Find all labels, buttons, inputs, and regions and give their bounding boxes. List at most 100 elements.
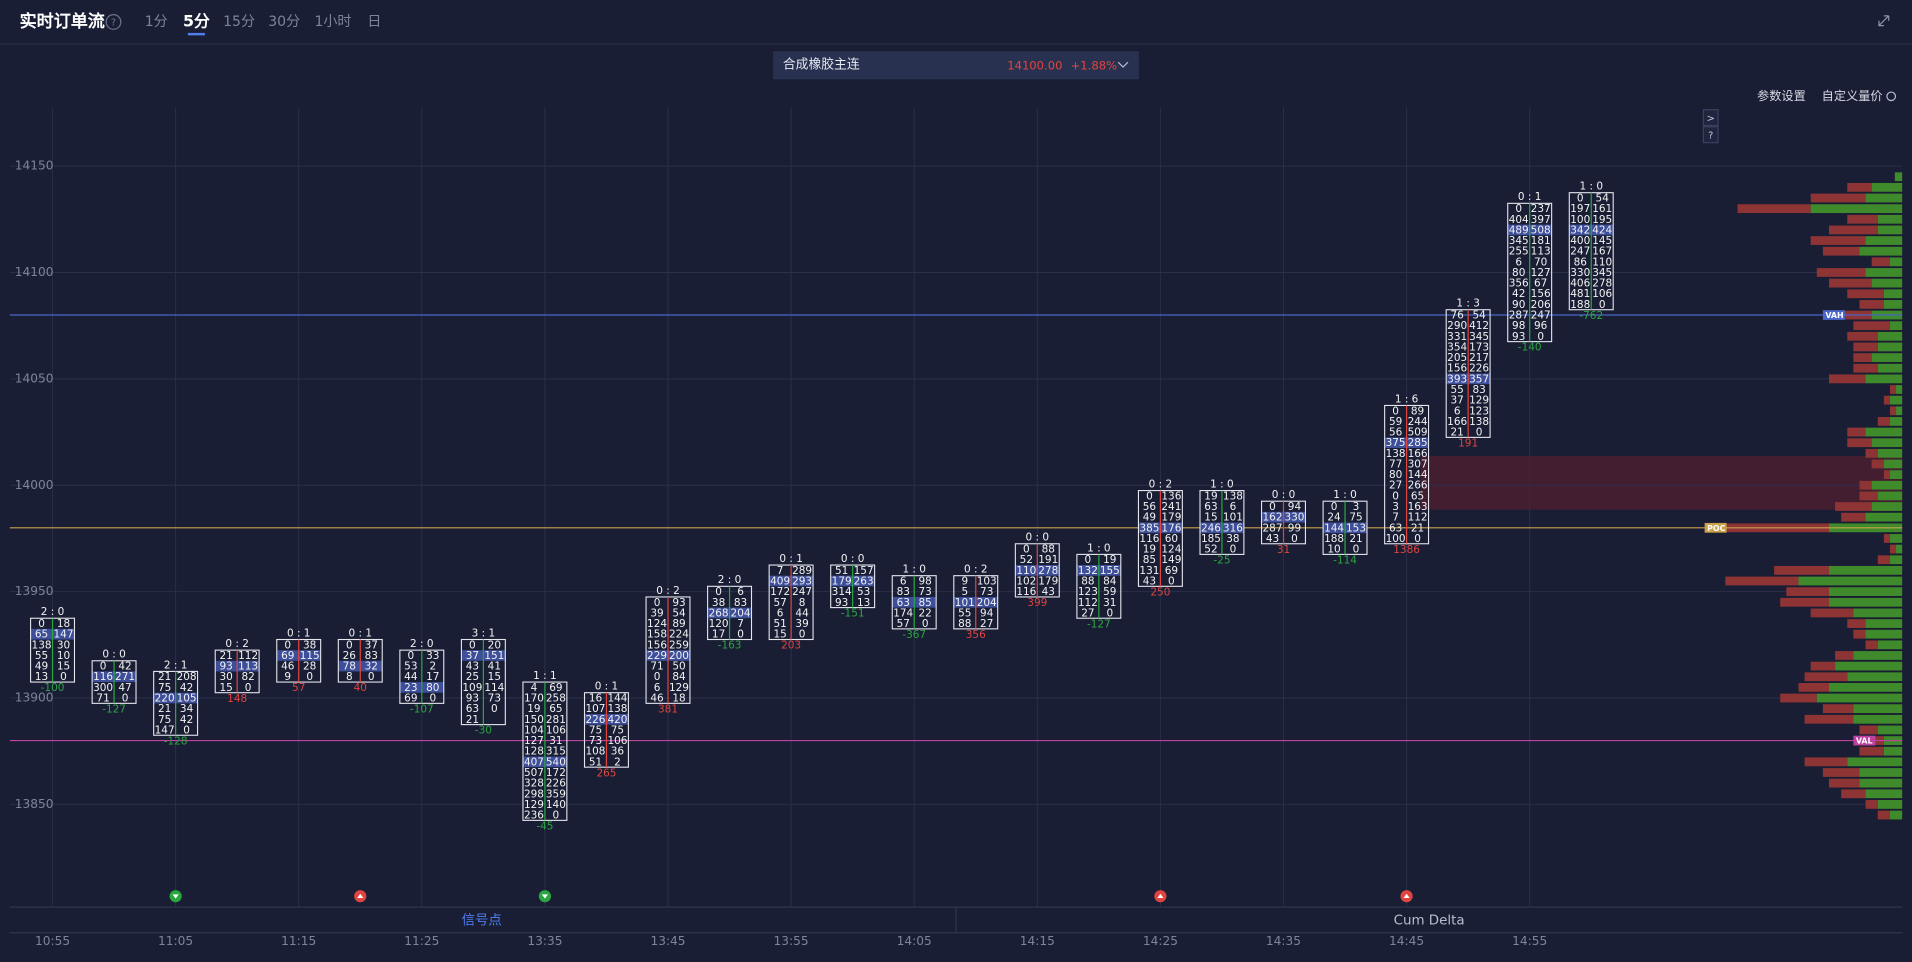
timeframe-tab[interactable]: 1小时 <box>314 14 351 30</box>
profile-sell-bar <box>1859 746 1884 756</box>
chart-layer: 1385013900139501400014050141001415010:55… <box>15 159 1548 948</box>
profile-sell-bar <box>1859 725 1878 735</box>
candle-header: 1 : 0 <box>1210 478 1234 490</box>
side-button-label[interactable]: ? <box>1708 130 1713 141</box>
dropdown-chevron[interactable] <box>1117 61 1129 68</box>
help-mark[interactable]: ? <box>111 18 116 29</box>
bid-volume: 15 <box>220 682 233 694</box>
ask-volume: 144 <box>1408 469 1428 481</box>
collapse-icon[interactable] <box>1878 15 1890 27</box>
help-icon[interactable] <box>105 14 122 30</box>
timeframe-tab[interactable]: 1分 <box>145 14 168 30</box>
candle-header: 3 : 1 <box>472 627 496 639</box>
bid-volume: 46 <box>281 661 294 673</box>
bid-volume: 57 <box>773 597 786 609</box>
candle-header: 0 : 1 <box>349 627 373 639</box>
candle-header: 0 : 0 <box>841 553 865 565</box>
ask-volume: 2 <box>614 756 621 768</box>
ask-volume: 41 <box>488 661 501 673</box>
bid-volume: 147 <box>155 724 175 736</box>
panel-tab[interactable]: 信号点 <box>462 913 502 929</box>
bid-volume: 76 <box>1451 310 1464 322</box>
bid-volume: 229 <box>647 650 667 662</box>
candle-header: 1 : 0 <box>1087 542 1111 554</box>
timeframe-tab[interactable]: 15分 <box>223 14 255 30</box>
bid-volume: 255 <box>1509 246 1529 258</box>
profile-buy-bar <box>1859 778 1903 788</box>
candle-delta: -30 <box>475 725 492 737</box>
profile-sell-bar <box>1780 597 1829 607</box>
bid-volume: 5 <box>961 586 968 598</box>
profile-sell-bar <box>1828 225 1878 235</box>
ask-volume: 83 <box>1472 384 1485 396</box>
info-icon[interactable] <box>1886 91 1897 102</box>
ask-volume: 27 <box>980 618 993 630</box>
candle-delta: 250 <box>1150 586 1170 598</box>
bid-volume: 80 <box>1389 469 1402 481</box>
instrument-selector[interactable] <box>773 51 1139 80</box>
timeframe-tab[interactable]: 5分 <box>183 11 210 30</box>
bid-volume: 0 <box>654 671 661 683</box>
x-tick-label: 14:45 <box>1389 934 1424 948</box>
ask-volume: 509 <box>1408 427 1428 439</box>
bid-volume: 120 <box>709 618 729 630</box>
bid-volume: 7 <box>1392 512 1399 524</box>
profile-buy-bar <box>1877 725 1903 735</box>
bid-volume: 162 <box>1263 512 1283 524</box>
bid-volume: 108 <box>585 746 605 758</box>
ask-volume: 345 <box>1592 267 1612 279</box>
y-tick-label: 14150 <box>15 159 54 173</box>
candle-delta: -151 <box>841 608 865 620</box>
ask-volume: 244 <box>1408 416 1428 428</box>
profile-buy-bar <box>1877 342 1903 352</box>
ask-volume: 20 <box>488 639 501 651</box>
profile-sell-bar <box>1847 427 1866 437</box>
ask-volume: 0 <box>183 724 190 736</box>
x-tick-label: 14:05 <box>897 934 932 948</box>
ask-volume: 21 <box>1411 522 1424 534</box>
side-button[interactable] <box>1702 126 1719 144</box>
bid-volume: 51 <box>835 565 848 577</box>
ask-volume: 0 <box>1168 575 1175 587</box>
ask-volume: 53 <box>857 586 870 598</box>
ask-volume: 124 <box>1161 544 1181 556</box>
bid-volume: 4 <box>531 682 538 694</box>
timeframe-tab[interactable]: 日 <box>367 14 381 30</box>
bid-volume: 330 <box>1570 267 1590 279</box>
profile-buy-bar <box>1865 789 1903 799</box>
profile-buy-bar <box>1865 193 1903 203</box>
panel-tab[interactable]: Cum Delta <box>1394 914 1465 929</box>
ask-volume: 0 <box>922 618 929 630</box>
bid-volume: 107 <box>585 703 605 715</box>
bid-volume: 0 <box>1515 203 1522 215</box>
ask-volume: 69 <box>1165 565 1178 577</box>
x-tick-label: 13:55 <box>774 934 809 948</box>
signal-arrow <box>172 894 179 899</box>
ask-volume: 208 <box>177 671 197 683</box>
profile-buy-bar <box>1883 459 1903 469</box>
bid-volume: 93 <box>835 597 848 609</box>
footprint-candle: 1 : 06 98 83 73 63 85 174 22 57 0-367 <box>891 564 937 641</box>
bid-volume: 63 <box>466 703 479 715</box>
bid-volume: 124 <box>647 618 667 630</box>
bid-volume: 300 <box>93 682 113 694</box>
bid-volume: 128 <box>524 746 544 758</box>
settings-button[interactable]: 参数设置 <box>1757 88 1806 103</box>
ask-volume: 103 <box>977 575 997 587</box>
side-button-label[interactable]: > <box>1707 113 1715 124</box>
custom-volume-button[interactable]: 自定义量价 <box>1822 88 1883 103</box>
profile-buy-bar <box>1871 438 1903 448</box>
bid-volume: 75 <box>158 714 171 726</box>
timeframe-tab[interactable]: 30分 <box>268 14 300 30</box>
ask-volume: 151 <box>484 650 504 662</box>
ask-volume: 359 <box>546 788 566 800</box>
ask-volume: 6 <box>1230 501 1237 513</box>
ask-volume: 73 <box>488 693 501 705</box>
side-button[interactable] <box>1702 109 1719 127</box>
profile-sell-bar <box>1853 363 1878 373</box>
ask-volume: 315 <box>546 746 566 758</box>
